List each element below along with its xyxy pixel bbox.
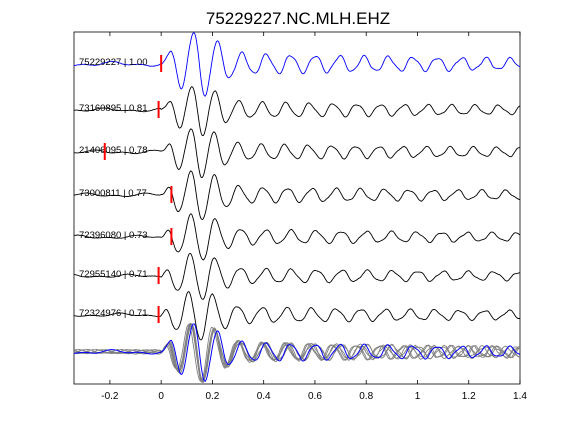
plot-frame <box>73 31 521 385</box>
stack-reference-trace <box>73 323 521 382</box>
waveform-trace <box>73 86 521 137</box>
trace-label: 75229227 | 1.00 <box>79 57 148 68</box>
x-axis: -0.2 0 0.2 0.4 0.6 0.8 1 1.2 1.4 <box>101 32 527 402</box>
trace-label: 21406095 | 0.78 <box>79 145 148 156</box>
x-tick-label: -0.2 <box>101 391 119 402</box>
trace-label: 73000811 | 0.77 <box>79 188 147 199</box>
stacked-waveforms <box>73 322 521 384</box>
waveform-layer <box>73 32 521 341</box>
waveform-trace <box>74 32 521 97</box>
pick-markers <box>103 55 173 323</box>
waveform-trace <box>73 213 521 261</box>
x-tick-label: 1.2 <box>462 391 476 402</box>
trace-label: 72955140 | 0.71 <box>79 269 148 280</box>
stack-trace <box>73 323 521 382</box>
x-tick-label: 0.6 <box>308 391 322 402</box>
x-tick-label: 0.4 <box>257 391 271 402</box>
x-tick-label: 1.4 <box>513 391 527 402</box>
chart-title: 75229227.NC.MLH.EHZ <box>206 9 390 28</box>
x-tick-label: 1 <box>415 391 421 402</box>
x-tick-label: 0 <box>158 391 164 402</box>
trace-label: 72324976 | 0.71 <box>79 308 148 319</box>
waveform-trace <box>74 252 521 300</box>
waveform-trace <box>73 291 521 341</box>
trace-label: 73160895 | 0.81 <box>79 103 148 114</box>
waveform-trace <box>74 128 521 178</box>
waveform-trace <box>73 170 521 221</box>
x-tick-label: 0.2 <box>205 391 219 402</box>
trace-labels: 75229227 | 1.00 73160895 | 0.81 21406095 |… <box>79 57 148 319</box>
x-tick-label: 0.8 <box>359 391 373 402</box>
trace-label: 72396080 | 0.73 <box>79 230 148 241</box>
